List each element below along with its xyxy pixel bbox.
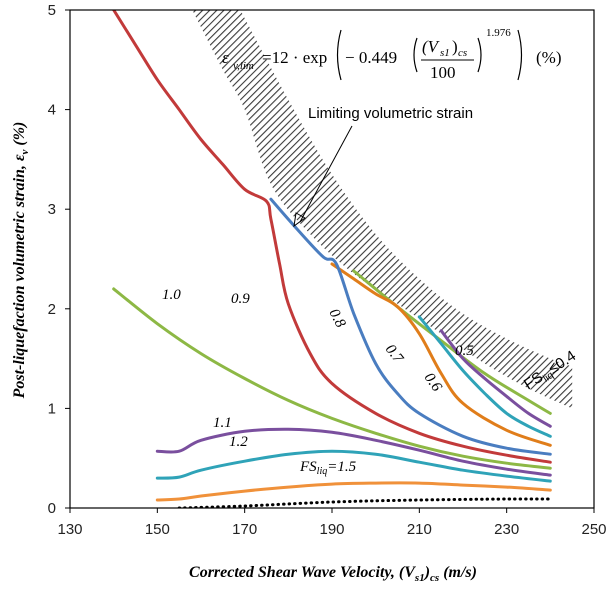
x-tick-label: 250 bbox=[581, 521, 606, 538]
limit-annotation: Limiting volumetric strain bbox=[308, 105, 473, 122]
limit-formula: ε v,lim =12 · exp − 0.449 (V s1 ) cs 100… bbox=[222, 27, 561, 82]
label-1-1: 1.1 bbox=[213, 415, 232, 431]
y-tick-label: 4 bbox=[48, 102, 56, 119]
series-line-7 bbox=[155, 427, 552, 477]
y-tick-label: 5 bbox=[48, 2, 56, 19]
svg-text:− 0.449: − 0.449 bbox=[345, 48, 397, 67]
y-axis-title: Post-liquefaction volumetric strain, εv … bbox=[11, 122, 31, 400]
svg-text:(%): (%) bbox=[536, 48, 561, 67]
x-tick-label: 210 bbox=[407, 521, 432, 538]
series-line-4 bbox=[269, 197, 552, 456]
y-tick-label: 3 bbox=[48, 201, 56, 218]
label-0-9: 0.9 bbox=[231, 291, 250, 307]
annotation-arrow bbox=[293, 125, 353, 228]
series-layer bbox=[112, 10, 552, 508]
label-fs-15: FSliq=1.5 bbox=[299, 459, 357, 477]
series-line-5 bbox=[112, 10, 552, 464]
series-line-1 bbox=[439, 329, 552, 428]
svg-text:v,lim: v,lim bbox=[233, 60, 254, 72]
svg-text:1.976: 1.976 bbox=[486, 27, 511, 39]
series-line-3 bbox=[330, 262, 552, 447]
x-tick-label: 190 bbox=[319, 521, 344, 538]
y-tick-label: 1 bbox=[48, 400, 56, 417]
y-tick-label: 0 bbox=[48, 500, 56, 517]
series-line-8 bbox=[155, 449, 552, 483]
svg-text:(V: (V bbox=[422, 37, 441, 56]
label-0-8: 0.8 bbox=[325, 306, 348, 331]
series-line-10 bbox=[177, 497, 552, 508]
x-tick-label: 130 bbox=[57, 521, 82, 538]
label-1-2: 1.2 bbox=[229, 434, 248, 450]
svg-text:cs: cs bbox=[458, 47, 467, 59]
x-tick-label: 150 bbox=[145, 521, 170, 538]
series-line-6 bbox=[112, 287, 552, 470]
label-1-0: 1.0 bbox=[162, 287, 181, 303]
svg-text:s1: s1 bbox=[440, 47, 450, 59]
series-line-9 bbox=[155, 481, 552, 502]
svg-text:ε: ε bbox=[222, 48, 229, 67]
y-tick-label: 2 bbox=[48, 301, 56, 318]
x-tick-label: 170 bbox=[232, 521, 257, 538]
limiting-strain-band bbox=[192, 10, 573, 409]
svg-text:100: 100 bbox=[430, 63, 456, 82]
x-axis-title: Corrected Shear Wave Velocity, (Vs1)cs (… bbox=[189, 564, 477, 584]
x-ticks: 130 150 170 190 210 230 250 bbox=[57, 508, 607, 538]
y-ticks: 0 1 2 3 4 5 bbox=[48, 2, 70, 517]
label-0-7: 0.7 bbox=[382, 342, 407, 368]
label-0-5: 0.5 bbox=[455, 343, 474, 359]
svg-text:): ) bbox=[452, 37, 458, 56]
x-tick-label: 230 bbox=[494, 521, 519, 538]
series-line-2 bbox=[417, 315, 552, 438]
svg-text:=12 · exp: =12 · exp bbox=[262, 48, 327, 67]
